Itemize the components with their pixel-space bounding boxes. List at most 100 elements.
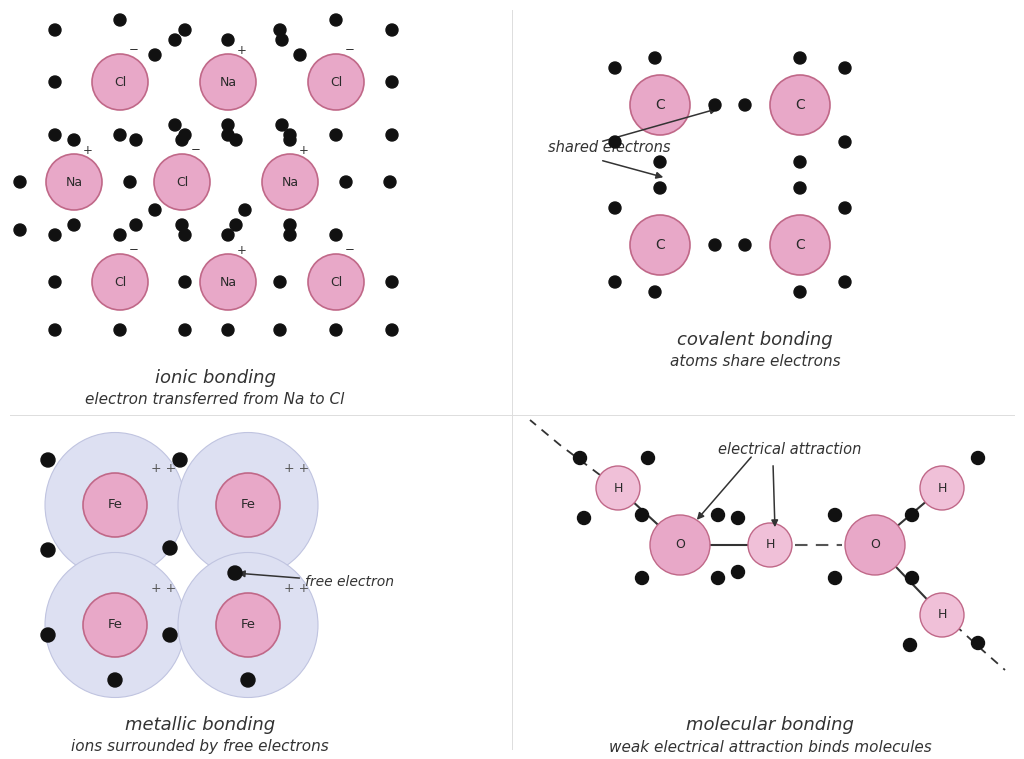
Circle shape: [731, 512, 744, 524]
Circle shape: [748, 523, 792, 567]
Text: Na: Na: [219, 75, 237, 89]
Circle shape: [163, 628, 177, 642]
Circle shape: [41, 628, 55, 642]
Text: O: O: [675, 538, 685, 552]
Circle shape: [179, 129, 191, 141]
Text: Na: Na: [219, 276, 237, 288]
Text: + +: + +: [284, 462, 309, 475]
Text: +: +: [299, 143, 309, 156]
Circle shape: [124, 176, 136, 188]
Circle shape: [654, 156, 666, 168]
Circle shape: [222, 119, 234, 131]
Text: Fe: Fe: [241, 619, 256, 631]
Circle shape: [641, 452, 654, 465]
Circle shape: [386, 24, 398, 36]
Circle shape: [169, 119, 181, 131]
Ellipse shape: [45, 433, 185, 578]
Circle shape: [650, 515, 710, 575]
Circle shape: [649, 286, 662, 298]
Circle shape: [222, 129, 234, 141]
Circle shape: [709, 239, 721, 251]
Circle shape: [903, 638, 916, 651]
Circle shape: [163, 541, 177, 555]
Circle shape: [154, 154, 210, 210]
Circle shape: [241, 673, 255, 687]
Circle shape: [262, 154, 318, 210]
Circle shape: [92, 54, 148, 110]
Circle shape: [308, 54, 364, 110]
Text: + +: + +: [151, 462, 176, 475]
Circle shape: [228, 566, 242, 580]
Circle shape: [179, 276, 191, 288]
Circle shape: [770, 75, 830, 135]
Circle shape: [972, 637, 984, 650]
Text: +: +: [238, 43, 247, 56]
Circle shape: [972, 452, 984, 465]
Text: C: C: [795, 98, 805, 112]
Circle shape: [609, 276, 621, 288]
Circle shape: [179, 24, 191, 36]
Circle shape: [578, 512, 591, 524]
Circle shape: [905, 572, 919, 584]
Circle shape: [794, 182, 806, 194]
Circle shape: [839, 202, 851, 214]
Text: H: H: [765, 538, 775, 552]
Circle shape: [609, 202, 621, 214]
Circle shape: [200, 54, 256, 110]
Text: electron transferred from Na to Cl: electron transferred from Na to Cl: [85, 392, 345, 408]
Circle shape: [114, 229, 126, 241]
Circle shape: [274, 276, 286, 288]
Circle shape: [386, 276, 398, 288]
Circle shape: [83, 593, 147, 657]
Text: +: +: [238, 244, 247, 257]
Text: Cl: Cl: [114, 276, 126, 288]
Text: −: −: [129, 244, 139, 257]
Text: H: H: [613, 481, 623, 495]
Circle shape: [130, 219, 142, 231]
Circle shape: [636, 572, 648, 584]
Text: C: C: [795, 238, 805, 252]
Circle shape: [49, 229, 61, 241]
Text: atoms share electrons: atoms share electrons: [670, 354, 841, 370]
Text: Fe: Fe: [241, 499, 256, 512]
Circle shape: [114, 129, 126, 141]
Circle shape: [176, 134, 188, 146]
Circle shape: [654, 182, 666, 194]
Text: Cl: Cl: [330, 276, 342, 288]
Text: C: C: [655, 238, 665, 252]
Text: H: H: [937, 481, 946, 495]
Circle shape: [284, 134, 296, 146]
Circle shape: [905, 509, 919, 521]
Text: molecular bonding: molecular bonding: [686, 716, 854, 734]
Circle shape: [179, 229, 191, 241]
Circle shape: [794, 156, 806, 168]
Circle shape: [340, 176, 352, 188]
Circle shape: [649, 52, 662, 64]
Circle shape: [49, 76, 61, 88]
Circle shape: [239, 204, 251, 216]
Text: covalent bonding: covalent bonding: [677, 331, 833, 349]
Circle shape: [709, 99, 721, 111]
Ellipse shape: [178, 553, 318, 698]
Ellipse shape: [178, 433, 318, 578]
Circle shape: [173, 453, 187, 467]
Text: ionic bonding: ionic bonding: [155, 369, 275, 387]
Text: shared electrons: shared electrons: [548, 140, 671, 156]
Circle shape: [150, 49, 161, 61]
Circle shape: [384, 176, 396, 188]
Text: Cl: Cl: [176, 175, 188, 188]
Circle shape: [330, 229, 342, 241]
Text: free electron: free electron: [240, 571, 394, 589]
Circle shape: [49, 129, 61, 141]
Text: −: −: [191, 143, 201, 156]
Circle shape: [46, 154, 102, 210]
Circle shape: [920, 593, 964, 637]
Text: Fe: Fe: [108, 619, 123, 631]
Text: +: +: [83, 143, 93, 156]
Circle shape: [330, 14, 342, 26]
Circle shape: [230, 219, 242, 231]
Circle shape: [386, 129, 398, 141]
Circle shape: [920, 466, 964, 510]
Circle shape: [92, 254, 148, 310]
Circle shape: [845, 515, 905, 575]
